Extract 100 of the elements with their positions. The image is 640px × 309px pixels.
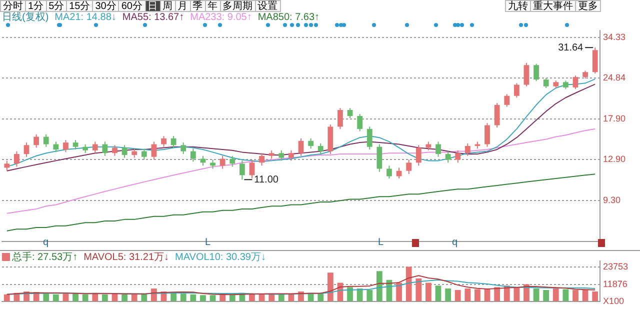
annotation: 11.00 bbox=[254, 174, 279, 186]
candlestick bbox=[455, 150, 461, 164]
bar bbox=[543, 290, 550, 302]
y-tick-label: 9.30 bbox=[603, 195, 621, 206]
text: 60分 bbox=[118, 0, 146, 12]
candlestick bbox=[514, 82, 520, 98]
bar bbox=[170, 292, 176, 302]
candlestick bbox=[14, 150, 20, 168]
y-tick-label: 34.33 bbox=[603, 32, 626, 42]
y-tick-label: 24.84 bbox=[603, 72, 626, 82]
annotation: q bbox=[43, 237, 49, 248]
candlestick bbox=[504, 94, 510, 108]
text: 月 bbox=[174, 0, 190, 12]
bar bbox=[376, 271, 382, 302]
bar bbox=[445, 288, 451, 302]
bar bbox=[474, 289, 480, 302]
y-tick-label: 17.90 bbox=[603, 113, 626, 124]
annotation: q bbox=[452, 237, 458, 248]
candlestick bbox=[220, 155, 226, 170]
text: 更多 bbox=[575, 0, 601, 12]
text: 年 bbox=[204, 0, 220, 12]
bar bbox=[533, 288, 540, 302]
y-tick-label: 23753 bbox=[603, 262, 628, 272]
candlestick bbox=[122, 144, 128, 158]
bar bbox=[416, 278, 422, 302]
legend-label: 总手: 27.53万↑ bbox=[11, 252, 78, 263]
text: MA850: 7.63↑ bbox=[258, 12, 320, 23]
text: MAVOL10: 30.39万↓ bbox=[175, 252, 266, 263]
candlestick bbox=[112, 144, 118, 156]
text: 周 bbox=[160, 0, 176, 12]
candlestick bbox=[63, 140, 68, 153]
candlestick bbox=[308, 138, 314, 150]
candlestick bbox=[357, 113, 363, 132]
text: MA21: 14.88↓ bbox=[54, 12, 116, 23]
candlestick bbox=[396, 167, 402, 179]
candlestick bbox=[132, 148, 138, 158]
text: 九转 bbox=[505, 0, 531, 12]
candlestick bbox=[288, 150, 294, 162]
candlestick bbox=[34, 134, 40, 148]
candlestick bbox=[406, 159, 412, 175]
candlestick bbox=[366, 126, 372, 150]
bar bbox=[82, 294, 88, 302]
text: 季 bbox=[190, 0, 206, 12]
bar bbox=[278, 294, 284, 302]
candlestick bbox=[436, 141, 441, 158]
candlestick bbox=[484, 122, 490, 148]
y-tick-label: X100 bbox=[603, 296, 624, 306]
candlestick bbox=[190, 148, 196, 162]
candlestick bbox=[92, 141, 98, 154]
candlestick bbox=[534, 63, 539, 82]
candlestick bbox=[543, 78, 549, 88]
candlestick bbox=[24, 142, 30, 158]
bar bbox=[356, 288, 363, 302]
candlestick bbox=[524, 62, 530, 87]
bar bbox=[454, 290, 461, 302]
text: MA55: 13.67↑ bbox=[122, 12, 184, 23]
candlestick bbox=[278, 150, 284, 162]
annotation: L bbox=[205, 237, 211, 248]
bar bbox=[514, 287, 520, 302]
candlestick bbox=[180, 142, 186, 155]
candlestick bbox=[141, 148, 147, 160]
bar bbox=[62, 294, 69, 302]
candlestick bbox=[72, 140, 78, 150]
candlestick bbox=[572, 75, 578, 90]
bar bbox=[122, 294, 128, 302]
candlestick bbox=[416, 144, 422, 166]
candlestick bbox=[53, 141, 59, 153]
text: 30分 bbox=[92, 0, 120, 12]
bar bbox=[366, 290, 373, 302]
text: MAVOL5: 31.21万↓ bbox=[84, 252, 170, 263]
text: 重大事件 bbox=[530, 0, 576, 12]
bar bbox=[426, 282, 432, 302]
bar bbox=[131, 294, 138, 302]
bar bbox=[562, 289, 569, 302]
y-tick-label: 11876 bbox=[603, 278, 628, 289]
candlestick bbox=[494, 102, 500, 128]
bar bbox=[190, 294, 196, 302]
bar bbox=[327, 272, 334, 302]
annotation: 31.64 bbox=[558, 42, 584, 54]
annotation: L bbox=[378, 237, 384, 248]
bar bbox=[552, 288, 559, 302]
text: MA233: 9.05↑ bbox=[190, 12, 252, 23]
candlestick bbox=[230, 155, 236, 168]
bar bbox=[494, 287, 500, 302]
candlestick bbox=[376, 144, 382, 172]
candlestick bbox=[161, 135, 166, 148]
bar bbox=[572, 290, 578, 302]
candlestick bbox=[43, 134, 49, 148]
candlestick bbox=[592, 47, 598, 74]
bar bbox=[582, 290, 588, 302]
text: 5分 bbox=[46, 0, 68, 12]
y-tick-label: 12.90 bbox=[603, 154, 626, 164]
candlestick bbox=[464, 142, 470, 156]
bar bbox=[406, 266, 412, 302]
candlestick bbox=[102, 141, 108, 156]
text: 多周期 bbox=[220, 0, 256, 12]
candlestick bbox=[170, 135, 176, 148]
candlestick bbox=[249, 159, 255, 179]
bar bbox=[200, 295, 206, 302]
candlestick bbox=[210, 159, 216, 170]
